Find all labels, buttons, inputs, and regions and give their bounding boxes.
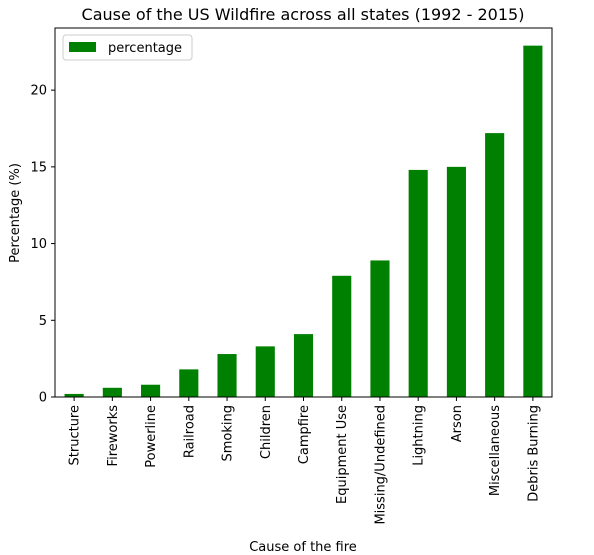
x-tick-label-0: Structure bbox=[68, 405, 83, 465]
y-tick-label-1: 5 bbox=[39, 314, 47, 329]
x-tick-label-8: Missing/Undefined bbox=[373, 405, 388, 525]
legend: percentage bbox=[62, 34, 193, 61]
x-tick-label-1: Fireworks bbox=[106, 405, 121, 467]
legend-swatch bbox=[69, 42, 96, 52]
x-tick-label-2: Powerline bbox=[144, 405, 159, 468]
y-axis-label: Percentage (%) bbox=[8, 163, 23, 263]
legend-frame bbox=[62, 34, 193, 61]
y-tick-label-3: 15 bbox=[30, 160, 47, 175]
plot-area: 0 5 10 15 20 Structure Fireworks Powerline Railr… bbox=[30, 27, 553, 525]
bar-6 bbox=[293, 334, 314, 397]
x-axis-label: Cause of the fire bbox=[249, 540, 357, 555]
axes-frame bbox=[54, 27, 553, 398]
bar-7 bbox=[332, 275, 352, 397]
chart-title: Cause of the US Wildfire across all stat… bbox=[82, 5, 525, 24]
y-tick-label-0: 0 bbox=[39, 391, 47, 406]
x-tick-label-10: Arson bbox=[450, 405, 465, 442]
bar-8 bbox=[370, 260, 390, 397]
bar-11 bbox=[485, 133, 505, 397]
x-tick-label-11: Miscellaneous bbox=[488, 405, 503, 496]
x-tick-label-4: Smoking bbox=[221, 405, 236, 462]
bar-2 bbox=[141, 384, 161, 397]
bar-1 bbox=[102, 387, 122, 397]
legend-label: percentage bbox=[108, 41, 182, 56]
x-tick-label-9: Lightning bbox=[412, 405, 427, 466]
x-tick-label-12: Debris Burning bbox=[526, 405, 541, 502]
x-tick-label-5: Children bbox=[259, 405, 274, 459]
bar-12 bbox=[523, 45, 543, 397]
x-tick-label-6: Campfire bbox=[297, 405, 312, 464]
x-tick-label-3: Railroad bbox=[182, 405, 197, 458]
y-tick-label-2: 10 bbox=[30, 237, 47, 252]
x-tick-label-7: Equipment Use bbox=[335, 405, 350, 504]
bar-9 bbox=[408, 169, 428, 397]
bar-3 bbox=[179, 369, 199, 397]
y-tick-label-4: 20 bbox=[30, 84, 47, 99]
bar-0 bbox=[64, 393, 84, 397]
bar-4 bbox=[217, 354, 237, 397]
bar-5 bbox=[255, 346, 275, 397]
bar-10 bbox=[446, 166, 466, 397]
